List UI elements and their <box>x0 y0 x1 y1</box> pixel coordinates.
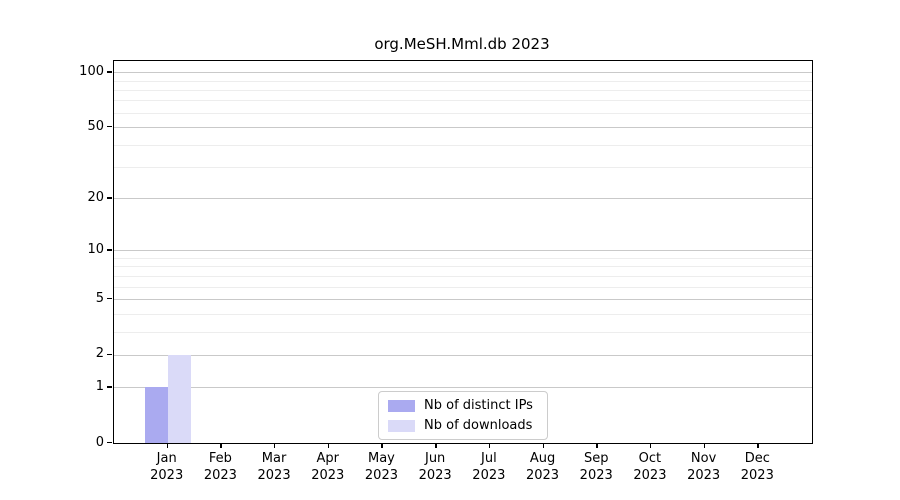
y-tick-label: 0 <box>95 434 104 450</box>
gridline-major <box>114 127 812 129</box>
x-tick-label: Sep 2023 <box>579 451 613 483</box>
x-tick-label: Mar 2023 <box>257 451 291 483</box>
legend-swatch-downloads-icon <box>388 419 415 432</box>
y-tick-mark <box>107 442 112 444</box>
chart-title: org.MeSH.Mml.db 2023 <box>374 35 550 53</box>
y-tick-label: 100 <box>79 63 104 79</box>
x-tick-mark <box>435 443 437 449</box>
gridline-minor <box>114 257 812 259</box>
x-tick-mark <box>757 443 759 449</box>
plot-area <box>113 60 813 444</box>
legend-item-downloads: Nb of downloads <box>388 418 538 433</box>
x-tick-mark <box>649 443 652 449</box>
y-tick-mark <box>107 353 112 356</box>
x-tick-mark <box>274 443 276 449</box>
x-tick-mark <box>381 443 383 449</box>
legend-swatch-distinct-ips-icon <box>388 399 415 412</box>
gridline-major <box>114 72 812 74</box>
x-tick-mark <box>166 443 169 449</box>
y-tick-mark <box>107 71 112 73</box>
y-tick-label: 5 <box>95 290 104 306</box>
y-tick-label: 2 <box>95 346 104 362</box>
x-tick-label: May 2023 <box>364 451 398 483</box>
gridline-minor <box>114 266 812 268</box>
gridline-major <box>114 387 812 389</box>
x-tick-mark <box>596 443 598 449</box>
gridline-minor <box>114 100 812 102</box>
x-tick-label: Jan 2023 <box>150 451 184 483</box>
x-tick-label: Jun 2023 <box>418 451 452 483</box>
x-tick-label: Oct 2023 <box>633 451 667 483</box>
gridline-minor <box>114 89 812 91</box>
gridline-minor <box>114 286 812 288</box>
gridline-minor <box>114 80 812 82</box>
x-tick-mark <box>703 443 705 449</box>
x-tick-mark <box>488 443 491 449</box>
x-tick-label: Apr 2023 <box>311 451 345 483</box>
x-tick-label: Feb 2023 <box>203 451 237 483</box>
gridline-minor <box>114 144 812 146</box>
y-tick-mark <box>107 298 112 300</box>
gridline-major <box>114 198 812 200</box>
bar-downloads <box>167 354 191 443</box>
y-tick-label: 20 <box>87 189 104 205</box>
x-tick-mark <box>542 443 544 449</box>
gridline-major <box>114 299 812 300</box>
gridline-minor <box>114 112 812 114</box>
gridline-minor <box>114 167 812 169</box>
x-tick-mark <box>327 443 330 449</box>
gridline-major <box>114 250 812 252</box>
legend-label-downloads: Nb of downloads <box>424 418 533 433</box>
y-tick-label: 1 <box>95 378 104 394</box>
y-tick-mark <box>107 197 112 199</box>
gridline-minor <box>114 275 812 277</box>
y-tick-mark <box>107 126 112 128</box>
y-tick-label: 10 <box>87 241 104 257</box>
y-tick-label: 50 <box>87 118 104 134</box>
legend-label-distinct-ips: Nb of distinct IPs <box>424 398 533 413</box>
x-tick-mark <box>220 443 222 449</box>
y-tick-mark <box>107 386 112 388</box>
x-tick-label: Nov 2023 <box>687 451 721 483</box>
gridline-minor <box>114 331 812 333</box>
gridline-minor <box>114 313 812 315</box>
gridline-major <box>114 354 812 356</box>
x-tick-label: Aug 2023 <box>525 451 560 483</box>
x-tick-label: Dec 2023 <box>740 451 774 483</box>
legend: Nb of distinct IPs Nb of downloads <box>378 391 548 440</box>
legend-item-distinct-ips: Nb of distinct IPs <box>388 398 538 413</box>
x-tick-label: Jul 2023 <box>472 451 506 483</box>
bar-distinct-ips <box>144 387 168 443</box>
y-tick-mark <box>107 249 112 251</box>
